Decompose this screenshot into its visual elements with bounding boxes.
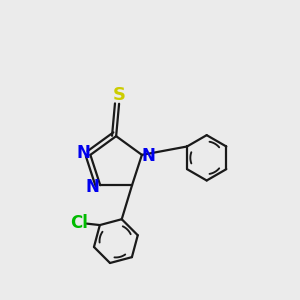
- Text: Cl: Cl: [70, 214, 88, 232]
- Text: S: S: [112, 86, 126, 104]
- Text: N: N: [141, 147, 155, 165]
- Text: N: N: [76, 144, 90, 162]
- Text: N: N: [86, 178, 100, 196]
